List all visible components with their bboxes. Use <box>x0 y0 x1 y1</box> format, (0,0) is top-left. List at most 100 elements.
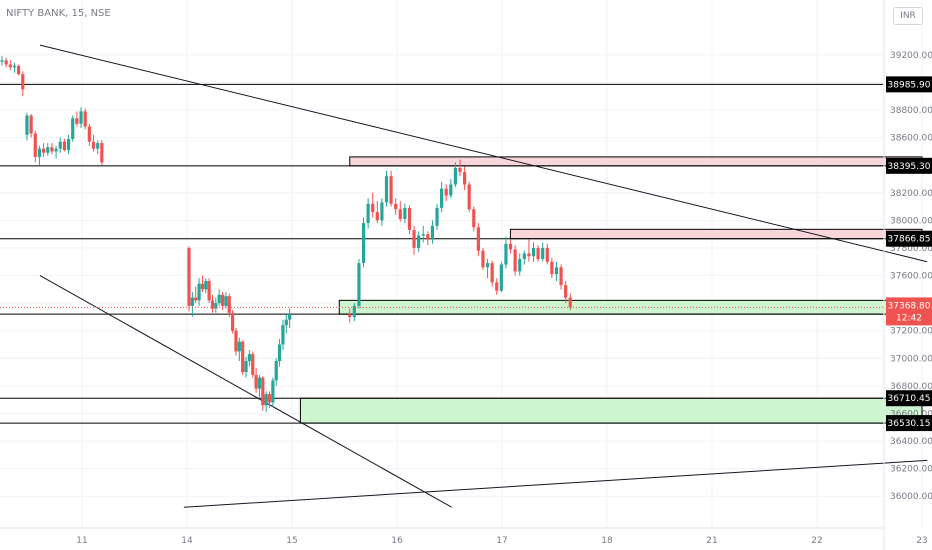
candle-up <box>522 253 526 259</box>
last-price-tag <box>886 297 932 326</box>
candle-down <box>550 261 554 275</box>
candle-down <box>462 172 467 185</box>
candle-up <box>435 207 439 226</box>
candle-down <box>508 243 513 250</box>
candle-up <box>440 188 444 208</box>
price-tick-label: 39200.00 <box>890 51 932 61</box>
candle-down <box>398 209 402 219</box>
time-axis[interactable]: 11 14 15 16 17 18 21 22 23 <box>0 527 928 546</box>
candle-down <box>527 253 531 257</box>
candle-up <box>214 303 218 309</box>
price-tick-label: 36400.00 <box>890 437 932 447</box>
candle-up <box>217 294 221 304</box>
price-tick-label: 38800.00 <box>890 106 932 116</box>
time-tick-label: 17 <box>496 536 507 546</box>
candle-up <box>361 223 366 264</box>
candle-up <box>485 263 490 268</box>
candle-down <box>412 230 416 248</box>
trend-line <box>183 459 928 508</box>
candle-down <box>568 297 572 308</box>
price-level-tag-text: 37866.85 <box>888 235 931 245</box>
candle-up <box>247 354 251 362</box>
candle-up <box>12 65 17 68</box>
price-level-tag-text: 38395.30 <box>888 162 931 172</box>
candle-up <box>504 243 508 265</box>
candles <box>0 56 572 413</box>
candle-up <box>197 283 201 301</box>
price-tick-label: 37000.00 <box>890 354 932 364</box>
horizontal-price-levels <box>0 83 883 424</box>
time-tick-label: 23 <box>916 536 927 546</box>
time-tick-label: 16 <box>391 536 403 546</box>
supply-zone <box>349 156 923 167</box>
candle-up <box>37 148 42 157</box>
candle-up <box>554 267 559 275</box>
price-tick-label: 36600.00 <box>890 409 932 419</box>
grid-lines <box>0 0 923 528</box>
price-tick-label: 37800.00 <box>890 244 932 254</box>
candle-down <box>207 281 211 301</box>
candle-up <box>71 118 75 139</box>
candle-down <box>187 247 191 306</box>
candle-down <box>200 283 205 290</box>
candle-up <box>190 297 194 306</box>
candle-down <box>536 247 540 259</box>
candle-down <box>444 188 448 196</box>
candle-down <box>458 167 462 173</box>
candle-up <box>541 247 545 259</box>
candle-down <box>481 250 485 268</box>
candle-up <box>244 361 248 373</box>
candle-up <box>46 147 50 153</box>
currency-button[interactable]: INR <box>893 7 923 25</box>
price-tick-label: 38600.00 <box>890 134 932 144</box>
time-tick-label: 14 <box>181 536 193 546</box>
candle-down <box>467 184 471 210</box>
time-tick-label: 18 <box>601 536 613 546</box>
price-tick-label: 36200.00 <box>890 465 932 475</box>
candle-up <box>518 258 522 272</box>
candle-up <box>66 138 71 150</box>
candle-up <box>271 380 275 403</box>
candle-down <box>83 111 87 127</box>
candle-up <box>421 234 425 236</box>
candle-down <box>472 209 476 228</box>
candle-up <box>357 263 361 306</box>
candle-down <box>29 115 33 134</box>
candle-up <box>204 281 208 290</box>
price-level-tag <box>886 76 932 93</box>
price-level-tag-text: 36710.45 <box>888 394 931 404</box>
candle-down <box>220 294 225 306</box>
candle-up <box>499 264 503 291</box>
candle-down <box>375 212 379 221</box>
candle-down <box>545 247 549 262</box>
candle-down <box>495 282 499 291</box>
candle-down <box>254 374 258 389</box>
time-tick-label: 15 <box>286 536 297 546</box>
candle-down <box>490 263 494 283</box>
price-level-tag <box>886 230 932 247</box>
candle-down <box>8 64 12 68</box>
candle-up <box>366 203 370 224</box>
candle-down <box>348 314 352 317</box>
time-tick-label: 22 <box>811 536 822 546</box>
candle-up <box>403 207 407 219</box>
candle-up <box>79 111 83 124</box>
candle-up <box>25 115 29 135</box>
supply-demand-zones <box>299 156 923 424</box>
candle-down <box>513 249 517 272</box>
candle-up <box>288 314 292 320</box>
demand-zone <box>299 397 923 424</box>
candle-up <box>284 319 288 326</box>
price-level-labels: 38985.9038395.3037866.8537319.7036710.45… <box>886 76 932 432</box>
candle-down <box>234 330 238 352</box>
price-tick-label: 37600.00 <box>890 272 932 282</box>
candle-down <box>4 60 8 65</box>
candle-down <box>50 147 54 152</box>
candle-down <box>62 141 66 150</box>
time-tick-label: 11 <box>76 536 87 546</box>
candle-up <box>257 377 262 389</box>
candle-down <box>100 143 104 163</box>
candle-up <box>58 141 62 149</box>
candle-up <box>417 235 421 248</box>
